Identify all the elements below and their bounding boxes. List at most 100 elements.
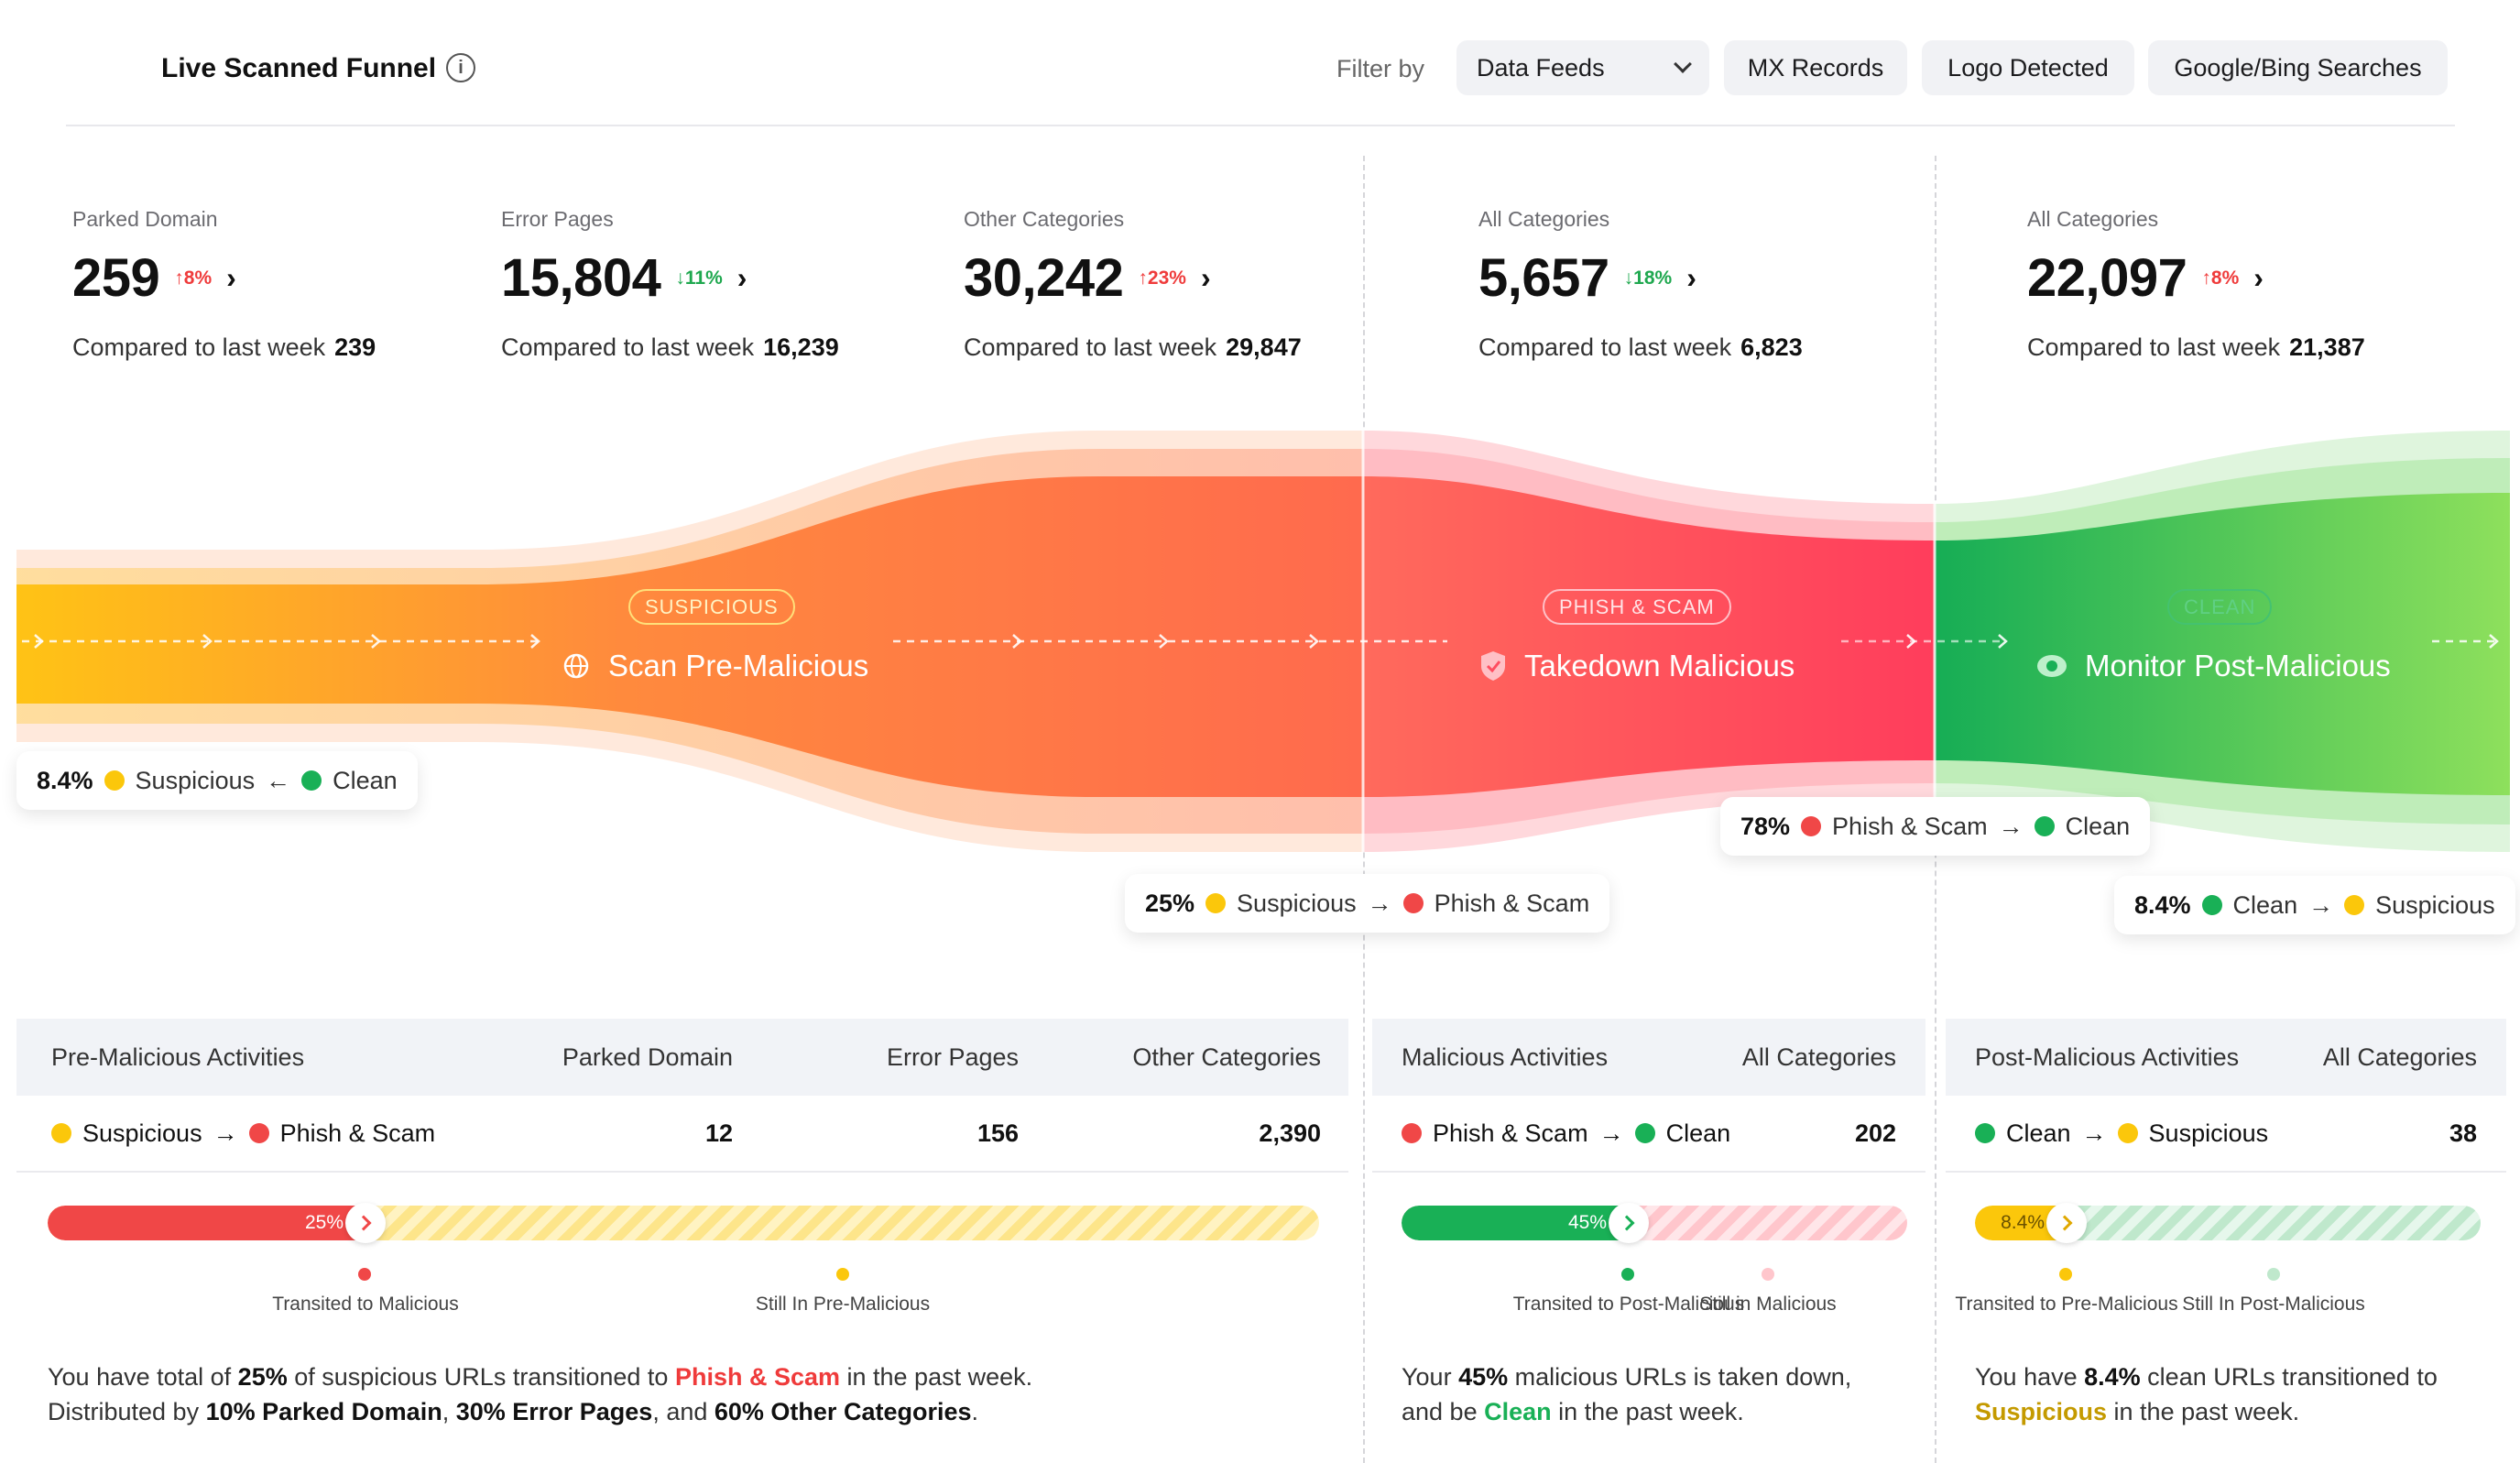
funnel-chart [16, 431, 2510, 852]
col-activity: Post-Malicious Activities [1975, 1043, 2240, 1071]
stat-compare: Compared to last week 29,847 [964, 333, 1302, 361]
post-progress-handle[interactable] [2046, 1203, 2087, 1243]
stat-value: 259 [72, 248, 160, 308]
stat-block[interactable]: 5,657 ↓18% › [1478, 247, 1696, 309]
phish-dot [1402, 1123, 1422, 1143]
pre-progress-bar: 25% [48, 1206, 1319, 1240]
logo-detected-button[interactable]: Logo Detected [1922, 40, 2134, 95]
arrow-up-icon: ↑23% [1138, 267, 1186, 289]
table-row[interactable]: Clean → Suspicious 38 [1946, 1096, 2506, 1173]
clean-dot [301, 770, 322, 791]
transition-pill-phish-clean: 78% Phish & Scam → Clean [1720, 797, 2151, 856]
stat-value: 5,657 [1478, 248, 1609, 308]
cell-parked-domain: 12 [704, 1119, 733, 1147]
mal-table-header: Malicious Activities All Categories [1372, 1019, 1925, 1096]
transition-pill-suspicious-clean: 8.4% Suspicious ← Clean [16, 751, 418, 810]
mal-right-label: Still in Malicious [1699, 1294, 1837, 1315]
chevron-right-icon[interactable]: › [2253, 261, 2264, 294]
stat-value: 15,804 [501, 248, 661, 308]
post-left-dot [2059, 1268, 2072, 1281]
stat-block[interactable]: 15,804 ↓11% › [501, 247, 747, 309]
info-icon[interactable]: i [446, 53, 475, 82]
pre-right-dot [836, 1268, 849, 1281]
arrow-down-icon: ↓11% [675, 267, 723, 289]
stat-block[interactable]: 30,242 ↑23% › [964, 247, 1211, 309]
arrow-up-icon: ↑8% [2201, 267, 2240, 289]
stat-value: 30,242 [964, 248, 1124, 308]
pre-left-label: Transited to Malicious [272, 1294, 459, 1315]
post-progress-label: 8.4% [2001, 1212, 2045, 1233]
clean-dot [1975, 1123, 1995, 1143]
col-other-categories: Other Categories [1132, 1043, 1321, 1071]
cell-error-pages: 156 [976, 1119, 1019, 1147]
mal-progress-label: 45% [1567, 1212, 1607, 1233]
col-all-categories: All Categories [1741, 1043, 1896, 1071]
stat-block[interactable]: 22,097 ↑8% › [2027, 247, 2264, 309]
post-table-header: Post-Malicious Activities All Categories [1946, 1019, 2506, 1096]
stat-compare: Compared to last week 239 [72, 333, 376, 361]
data-feeds-select-value: Data Feeds [1477, 53, 1605, 82]
chevron-down-icon [1674, 55, 1692, 73]
stage-tag-phish-scam: PHISH & SCAM [1543, 589, 1731, 625]
chevron-right-icon[interactable]: › [1686, 261, 1696, 294]
col-activity: Malicious Activities [1402, 1043, 1609, 1071]
arrow-left-icon: ← [266, 766, 291, 794]
stat-compare: Compared to last week 6,823 [1478, 333, 1803, 361]
chevron-right-icon[interactable]: › [736, 261, 747, 294]
mal-progress-fill [1402, 1206, 1629, 1240]
google-bing-searches-button[interactable]: Google/Bing Searches [2148, 40, 2448, 95]
clean-dot [2034, 816, 2055, 836]
pre-right-label: Still In Pre-Malicious [755, 1294, 931, 1315]
stage-tag-suspicious: SUSPICIOUS [628, 589, 795, 625]
mal-left-dot [1621, 1268, 1634, 1281]
funnel-pre-core [16, 476, 1363, 797]
col-parked-domain: Parked Domain [562, 1043, 733, 1071]
stat-value: 22,097 [2027, 248, 2187, 308]
row-transition: Phish & Scam → Clean [1402, 1119, 1730, 1148]
phish-dot [1402, 893, 1424, 913]
mal-summary-note: Your 45% malicious URLs is taken down, a… [1402, 1363, 1852, 1425]
page-title: Live Scanned Funnel [161, 53, 437, 83]
pre-progress-fill [48, 1206, 365, 1240]
mx-records-button[interactable]: MX Records [1724, 40, 1907, 95]
stage-title-post: Monitor Post-Malicious [2035, 649, 2391, 683]
cell-other-categories: 2,390 [1259, 1119, 1321, 1147]
flow-arrows [34, 634, 2499, 649]
suspicious-dot [2117, 1123, 2138, 1143]
stat-label: All Categories [1478, 207, 1610, 231]
mal-progress-bar: 45% [1402, 1206, 1907, 1240]
pre-table-header: Pre-Malicious Activities Parked Domain E… [16, 1019, 1348, 1096]
col-error-pages: Error Pages [886, 1043, 1019, 1071]
chevron-right-icon [355, 1215, 372, 1231]
chevron-right-icon [2056, 1215, 2073, 1231]
stat-label: Error Pages [501, 207, 614, 231]
transition-pill-suspicious-phish: 25% Suspicious → Phish & Scam [1125, 874, 1610, 933]
mal-left-label: Transited to Post-Malicious [1512, 1294, 1745, 1315]
data-feeds-select[interactable]: Data Feeds [1456, 40, 1709, 95]
funnel-post-core [1935, 493, 2510, 795]
table-row[interactable]: Phish & Scam → Clean 202 [1372, 1096, 1925, 1173]
cell-all-categories: 38 [2449, 1119, 2477, 1147]
table-row[interactable]: Suspicious → Phish & Scam 12 156 2,390 [16, 1096, 1348, 1173]
arrow-down-icon: ↓18% [1623, 267, 1673, 289]
pre-summary-note: You have total of 25% of suspicious URLs… [48, 1363, 1033, 1425]
chevron-right-icon[interactable]: › [226, 261, 236, 294]
cell-all-categories: 202 [1854, 1119, 1896, 1147]
filter-label: Filter by [1336, 55, 1425, 82]
pre-progress-handle[interactable] [345, 1203, 386, 1243]
stat-label: Other Categories [964, 207, 1125, 231]
transition-pill-clean-suspicious: 8.4% Clean → Suspicious [2114, 876, 2515, 934]
stage-tag-clean: CLEAN [2167, 589, 2273, 625]
arrow-right-icon: → [1367, 889, 1392, 917]
post-left-label: Transited to Pre-Malicious [1955, 1294, 2178, 1315]
stat-block[interactable]: 259 ↑8% › [72, 247, 236, 309]
shield-check-icon [1481, 651, 1505, 681]
chevron-right-icon[interactable]: › [1200, 261, 1211, 294]
globe-scan-icon [563, 653, 589, 679]
header-divider [66, 125, 2455, 126]
eye-icon [2037, 655, 2067, 677]
arrow-right-icon: → [1998, 812, 2024, 840]
mal-progress-handle[interactable] [1609, 1203, 1649, 1243]
mal-right-dot [1762, 1268, 1774, 1281]
stage-title-pre: Scan Pre-Malicious [561, 649, 868, 683]
